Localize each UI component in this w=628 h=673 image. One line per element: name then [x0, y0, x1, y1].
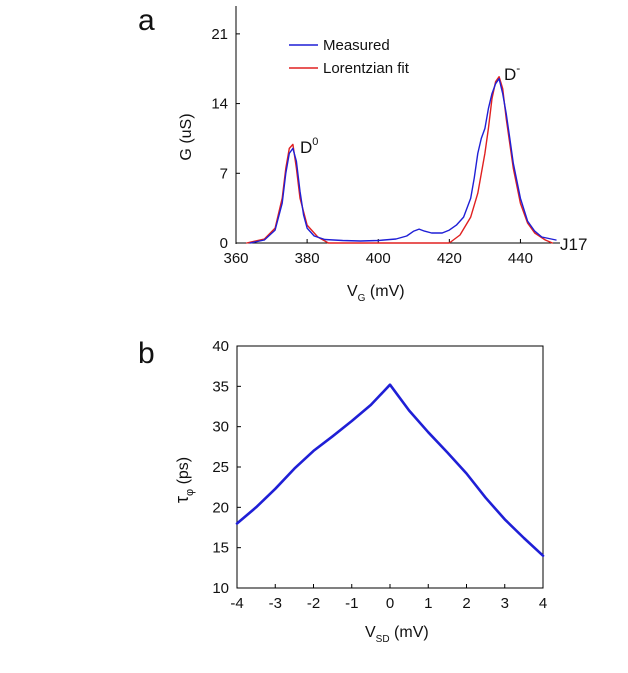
panel-a-ytick-label: 7	[220, 165, 228, 182]
panel-a-xtick-label: 380	[295, 250, 320, 267]
panel-a-xtick-label: 400	[366, 250, 391, 267]
panel-a-xlabel: VG (mV)	[347, 283, 405, 304]
panel-b-ylabel-main: τ	[172, 496, 192, 503]
panel-b-ylabel-sub: φ	[184, 489, 196, 496]
panel-a-chart: 360 380 400 420 440 0 7 14 21 Measured Lorentzia…	[178, 6, 587, 304]
panel-b-xtick-label: -3	[269, 595, 282, 612]
panel-a-ytick-label: 14	[211, 96, 228, 113]
panel-a-xlabel-sub: G	[358, 293, 366, 304]
sample-label: J17	[560, 235, 587, 254]
panel-b-xlabel-main: V	[365, 624, 376, 641]
peak-dminus-label: D-	[504, 61, 520, 84]
panel-a-series-lorentzian-fit	[245, 75, 554, 244]
peak-d0-sup: 0	[312, 136, 318, 148]
panel-a-xlabel-main: V	[347, 283, 358, 300]
panel-b-ytick-label: 40	[212, 338, 229, 355]
peak-dminus-sup: -	[516, 61, 520, 75]
panel-a-xtick-label: 360	[223, 250, 248, 267]
panel-b-xtick-label: -2	[307, 595, 320, 612]
panel-b-ylabel-unit: (ps)	[175, 457, 192, 485]
panel-a-xlabel-unit: (mV)	[370, 283, 405, 300]
panel-b-xtick-label: -4	[230, 595, 243, 612]
panel-b-ytick-label: 15	[212, 540, 229, 557]
panel-b-xtick-label: 1	[424, 595, 432, 612]
panel-a-ylabel: G (uS)	[178, 113, 195, 160]
panel-b-xtick-label: 3	[501, 595, 509, 612]
peak-d0-letter: D	[300, 138, 312, 157]
panel-b-ytick-label: 10	[212, 580, 229, 597]
panel-a-legend: Measured Lorentzian fit	[289, 37, 410, 77]
panel-b-xtick-label: 4	[539, 595, 547, 612]
panel-b-ylabel: τφ (ps)	[172, 457, 196, 503]
panel-b-series	[235, 383, 545, 558]
panel-a-letter: a	[138, 4, 155, 37]
panel-b-xtick-label: 0	[386, 595, 394, 612]
peak-dminus-letter: D	[504, 65, 516, 84]
panel-b-chart: -4 -3 -2 -1 0 1 2 3 4 10 15 20 25 30 35 40 τφ (ps) VSD …	[172, 338, 547, 645]
panel-a-ytick-label: 0	[220, 235, 228, 252]
panel-b-ylabel-text: τφ (ps)	[172, 457, 196, 503]
panel-a-ytick-label: 21	[211, 26, 228, 43]
panel-b-ticks: -4 -3 -2 -1 0 1 2 3 4 10 15 20 25 30 35 40	[212, 338, 547, 612]
panel-b-xlabel: VSD (mV)	[365, 624, 429, 645]
panel-b-ytick-label: 30	[212, 419, 229, 436]
panel-b-xtick-label: 2	[462, 595, 470, 612]
panel-a-series-measured	[249, 77, 557, 244]
legend-measured-label: Measured	[323, 37, 390, 54]
panel-b-ytick-label: 20	[212, 499, 229, 516]
panel-b-frame	[236, 345, 544, 589]
panel-b-xtick-label: -1	[345, 595, 358, 612]
panel-b-xlabel-sub: SD	[376, 634, 390, 645]
panel-b-ytick-label: 35	[212, 378, 229, 395]
panel-a-xtick-label: 440	[508, 250, 533, 267]
peak-d0-label: D0	[300, 136, 318, 157]
panel-a-series	[245, 75, 557, 244]
panel-a-xtick-label: 420	[437, 250, 462, 267]
panel-b-xlabel-unit: (mV)	[394, 624, 429, 641]
panel-b-letter: b	[138, 337, 155, 370]
panel-b-ytick-label: 25	[212, 459, 229, 476]
legend-fit-label: Lorentzian fit	[323, 60, 410, 77]
panel-b-series-tau-phi	[235, 383, 545, 558]
panel-a-ticks: 360 380 400 420 440 0 7 14 21	[211, 26, 533, 267]
